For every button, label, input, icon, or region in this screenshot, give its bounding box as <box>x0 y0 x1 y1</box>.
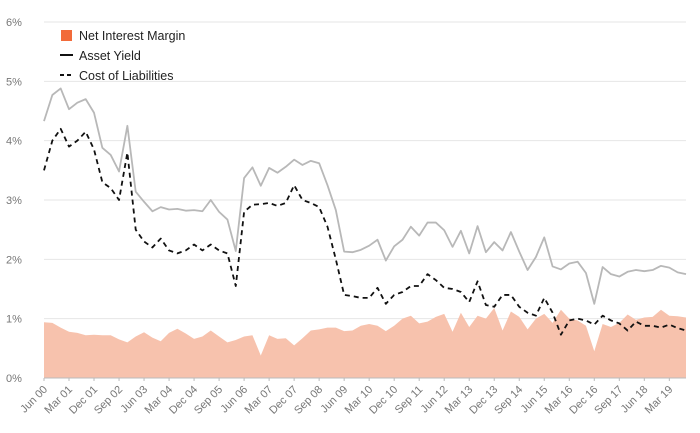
asset-yield-dashed-line <box>43 127 687 336</box>
x-tick-label: Sep 11 <box>393 384 426 417</box>
net-interest-margin-area-path <box>44 307 686 378</box>
y-tick-label: 4% <box>6 136 22 148</box>
x-tick-label: Sep 05 <box>192 384 225 417</box>
y-tick-label: 3% <box>6 195 22 207</box>
y-tick-label: 6% <box>6 17 22 29</box>
y-tick-label: 0% <box>6 373 22 385</box>
y-tick-label: 2% <box>6 254 22 266</box>
legend-label-asset-yield: Asset Yield <box>79 49 141 63</box>
x-tick-label: Sep 17 <box>592 384 625 417</box>
asset-yield-line <box>43 87 687 305</box>
legend-swatch-net-interest-margin <box>61 30 72 41</box>
y-axis: 0% 1% 2% 3% 4% 5% 6% <box>6 17 22 385</box>
x-tick-label: Sep 14 <box>492 384 525 417</box>
y-tick-label: 1% <box>6 314 22 326</box>
legend-label-cost-of-liabilities: Cost of Liabilities <box>79 69 174 83</box>
net-interest-margin-area <box>44 307 686 378</box>
x-tick-label: Sep 08 <box>292 384 325 417</box>
gridlines <box>44 21 686 320</box>
y-tick-label: 5% <box>6 76 22 88</box>
legend-label-net-interest-margin: Net Interest Margin <box>79 29 185 43</box>
x-tick-label: Mar 19 <box>643 384 676 417</box>
legend: Net Interest Margin Asset Yield Cost of … <box>60 29 185 83</box>
series-lines <box>43 87 687 336</box>
x-tick-label: Sep 02 <box>92 384 125 417</box>
x-tick-label: Dec 10 <box>367 384 400 417</box>
